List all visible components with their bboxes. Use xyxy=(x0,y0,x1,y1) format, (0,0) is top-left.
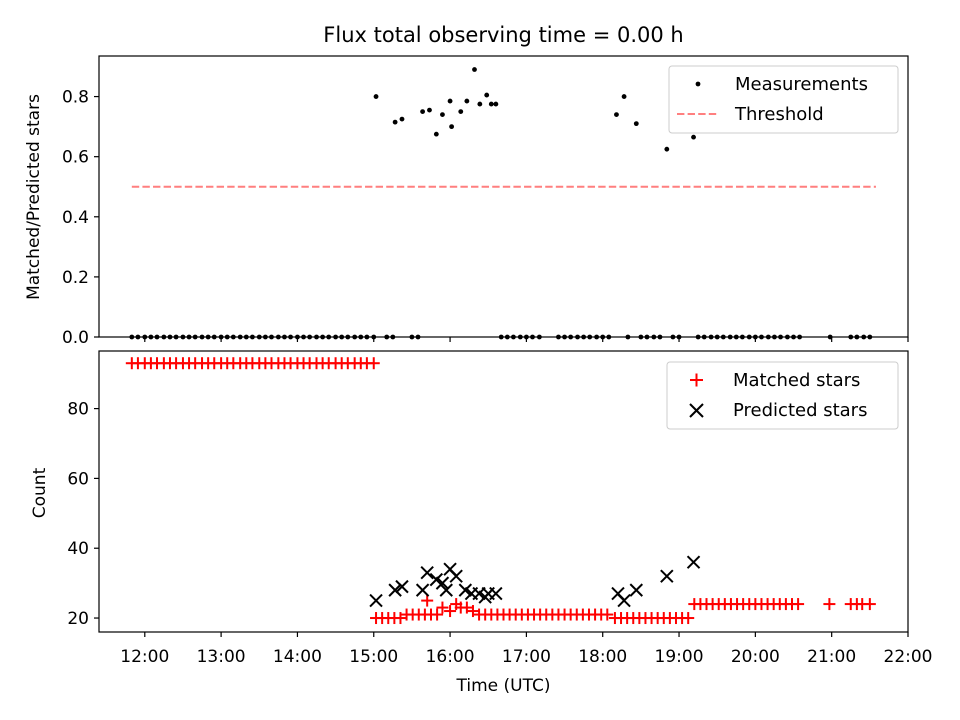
matched-star-point xyxy=(682,612,695,625)
bottom-x-tick-label: 15:00 xyxy=(349,647,398,667)
predicted-star-point xyxy=(429,572,444,587)
top-panel: Flux total observing time = 0.00 h 0.00.… xyxy=(24,23,909,348)
measurement-point xyxy=(449,124,455,130)
chart-title: Flux total observing time = 0.00 h xyxy=(323,23,683,47)
measurement-point xyxy=(373,94,379,99)
matched-star-point xyxy=(466,605,479,618)
measurement-point xyxy=(399,116,405,122)
bottom-legend-frame xyxy=(666,361,899,430)
predicted-star-point xyxy=(458,583,473,597)
matched-star-point xyxy=(436,601,449,614)
matched-star-point xyxy=(460,601,473,614)
measurement-point xyxy=(440,112,445,118)
matched-star-point xyxy=(421,594,434,607)
top-y-axis: 0.0 0.2 0.4 0.6 0.8 xyxy=(62,88,99,348)
bottom-axes-frame xyxy=(98,350,909,633)
predicted-star-point xyxy=(686,555,701,569)
top-y-tick-label: 0.6 xyxy=(62,148,89,168)
bottom-plot-area xyxy=(125,357,876,625)
predicted-star-point xyxy=(395,579,409,594)
measurement-point xyxy=(691,134,696,140)
bottom-y-axis: 20 40 60 80 xyxy=(67,400,99,629)
legend-matched-marker xyxy=(690,373,703,387)
predicted-star-point xyxy=(415,583,430,597)
predicted-star-point xyxy=(629,583,644,597)
legend-matched-label: Matched stars xyxy=(733,370,860,391)
predicted-star-point xyxy=(489,586,503,601)
measurement-point xyxy=(477,101,483,107)
measurement-point xyxy=(664,146,670,152)
matched-star-point xyxy=(394,612,407,625)
measurement-point xyxy=(488,101,494,107)
top-y-tick-label: 0.8 xyxy=(62,88,89,108)
measurement-point xyxy=(493,101,499,107)
bottom-x-axis-label: Time (UTC) xyxy=(456,676,551,696)
top-legend-frame xyxy=(668,65,899,134)
predicted-star-point xyxy=(435,576,450,590)
predicted-star-point xyxy=(660,569,674,583)
predicted-star-point xyxy=(420,565,434,580)
measurement-point xyxy=(392,119,398,125)
bottom-y-tick-label: 20 xyxy=(67,609,89,629)
measurement-point xyxy=(447,98,453,104)
top-x-axis-ticks xyxy=(144,337,909,342)
bottom-legend: Matched stars Predicted stars xyxy=(666,361,899,430)
bottom-y-tick-label: 60 xyxy=(67,469,89,489)
bottom-x-axis: 12:00 13:00 14:00 15:00 16:00 17:00 18:00 19:00… xyxy=(120,632,933,667)
bottom-x-tick-label: 13:00 xyxy=(197,647,246,667)
legend-measurements-label: Measurements xyxy=(735,74,868,95)
legend-predicted-label: Predicted stars xyxy=(733,400,867,421)
bottom-x-tick-label: 18:00 xyxy=(578,647,627,667)
predicted-star-point xyxy=(617,593,631,608)
predicted-star-point xyxy=(439,583,453,597)
matched-star-point xyxy=(444,605,457,618)
measurement-point xyxy=(464,98,470,104)
matched-star-point xyxy=(431,608,444,621)
bottom-x-tick-label: 22:00 xyxy=(884,647,933,667)
top-legend: Measurements Threshold xyxy=(668,65,899,134)
matched-star-point xyxy=(863,598,876,611)
top-y-tick-label: 0.2 xyxy=(62,268,89,288)
top-y-axis-label: Matched/Predicted stars xyxy=(24,94,44,300)
measurement-point xyxy=(633,121,639,127)
measurement-point xyxy=(472,67,477,72)
predicted-star-point xyxy=(369,593,383,608)
bottom-x-tick-label: 17:00 xyxy=(502,647,551,667)
legend-measurements-marker xyxy=(695,81,701,87)
top-y-tick-label: 0.0 xyxy=(62,328,89,348)
bottom-x-tick-label: 19:00 xyxy=(655,647,704,667)
bottom-y-axis-label: Count xyxy=(30,467,50,518)
matched-star-point xyxy=(367,357,380,370)
measurement-point xyxy=(458,109,464,114)
matched-star-point xyxy=(601,608,614,621)
top-y-tick-label: 0.4 xyxy=(62,208,89,228)
matched-star-point xyxy=(823,598,836,611)
bottom-x-tick-label: 14:00 xyxy=(273,647,322,667)
measurement-point xyxy=(427,107,432,113)
legend-predicted-marker xyxy=(689,403,704,418)
measurement-point xyxy=(420,109,425,114)
bottom-x-tick-label: 12:00 xyxy=(120,647,169,667)
bottom-x-tick-label: 20:00 xyxy=(731,647,780,667)
bottom-x-tick-label: 16:00 xyxy=(426,647,475,667)
measurement-point xyxy=(614,112,619,118)
predicted-star-point xyxy=(449,569,463,583)
measurement-point xyxy=(484,92,490,98)
matched-star-point xyxy=(792,598,805,611)
bottom-y-tick-label: 80 xyxy=(67,400,89,420)
bottom-y-tick-label: 40 xyxy=(67,539,89,559)
top-axes-frame xyxy=(98,55,909,338)
measurement-point xyxy=(433,131,439,137)
predicted-star-point xyxy=(388,583,402,597)
legend-threshold-label: Threshold xyxy=(734,104,824,125)
measurement-point xyxy=(621,94,627,99)
bottom-x-tick-label: 21:00 xyxy=(807,647,856,667)
